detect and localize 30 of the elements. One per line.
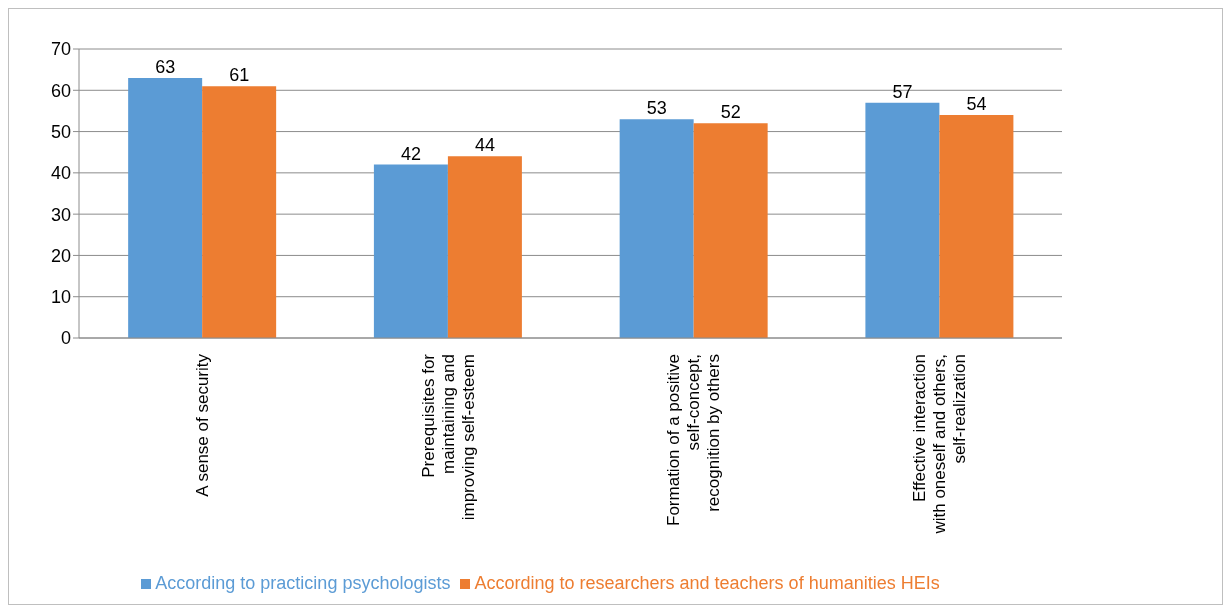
legend-label: According to practicing psychologists (155, 573, 451, 593)
data-label: 42 (400, 143, 421, 164)
y-tick-label: 60 (50, 80, 71, 101)
data-label: 44 (474, 135, 495, 156)
y-tick-label: 30 (50, 204, 71, 225)
data-label: 53 (646, 98, 667, 119)
bar (619, 119, 694, 338)
bar (202, 86, 277, 338)
y-tick-label: 40 (50, 163, 71, 184)
data-label: 57 (892, 81, 913, 102)
bar (373, 164, 448, 338)
x-tick-label: Effective interaction with oneself and others, self-realization (910, 354, 970, 535)
y-tick-label: 20 (50, 245, 71, 266)
y-tick-label: 10 (50, 287, 71, 308)
bar (447, 156, 522, 338)
x-tick-label: Formation of a positive self-concept, recognition by others (664, 354, 724, 526)
x-tick-label: A sense of security (192, 353, 212, 497)
y-tick-label: 70 (50, 39, 71, 60)
bar (939, 115, 1014, 338)
bar (865, 102, 940, 338)
y-tick-label: 50 (50, 121, 71, 142)
x-tick-label: Prerequisites for maintaining and improving self-esteem (418, 353, 478, 521)
y-tick-label: 0 (60, 328, 71, 349)
bar (693, 123, 768, 338)
data-label: 63 (155, 56, 176, 77)
data-label: 61 (229, 65, 250, 86)
legend-label: According to researchers and teachers of humanities HEIs (474, 573, 940, 593)
data-label: 54 (966, 94, 987, 115)
data-label: 52 (720, 102, 741, 123)
bar (128, 77, 203, 338)
